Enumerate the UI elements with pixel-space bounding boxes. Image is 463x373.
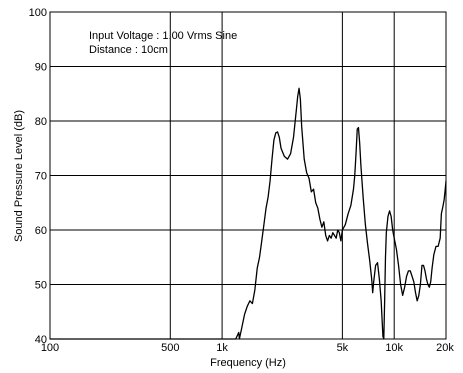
annotation-group: Input Voltage : 1.00 Vrms Sine Distance … — [89, 30, 237, 56]
x-tick-label: 100 — [41, 342, 59, 354]
x-tick-label: 5k — [337, 342, 349, 354]
y-tick-label: 70 — [35, 171, 47, 183]
y-tick-label: 80 — [35, 116, 47, 128]
plot-frame — [49, 11, 447, 340]
y-tick-label: 40 — [35, 334, 47, 346]
x-tick-label: 20k — [436, 342, 454, 354]
series-group — [50, 87, 447, 340]
y-tick-label: 50 — [35, 280, 47, 292]
y-tick-label: 100 — [29, 7, 47, 19]
grid-lines — [49, 11, 447, 340]
x-tick-label: 10k — [385, 342, 403, 354]
y-tick-label: 90 — [35, 62, 47, 74]
x-tick-label: 500 — [161, 342, 179, 354]
annotation-input-voltage: Input Voltage : 1.00 Vrms Sine — [89, 30, 237, 42]
annotation-distance: Distance : 10cm — [89, 44, 168, 56]
x-tick-labels: 100 500 1k 5k 10k 20k — [41, 342, 455, 354]
y-tick-labels: 40 50 60 70 80 90 100 — [29, 7, 47, 346]
x-axis-label: Frequency (Hz) — [210, 357, 286, 369]
y-tick-label: 60 — [35, 225, 47, 237]
x-tick-label: 1k — [216, 342, 228, 354]
series-line-spl — [50, 87, 447, 340]
y-axis-label: Sound Pressure Level (dB) — [13, 110, 25, 242]
